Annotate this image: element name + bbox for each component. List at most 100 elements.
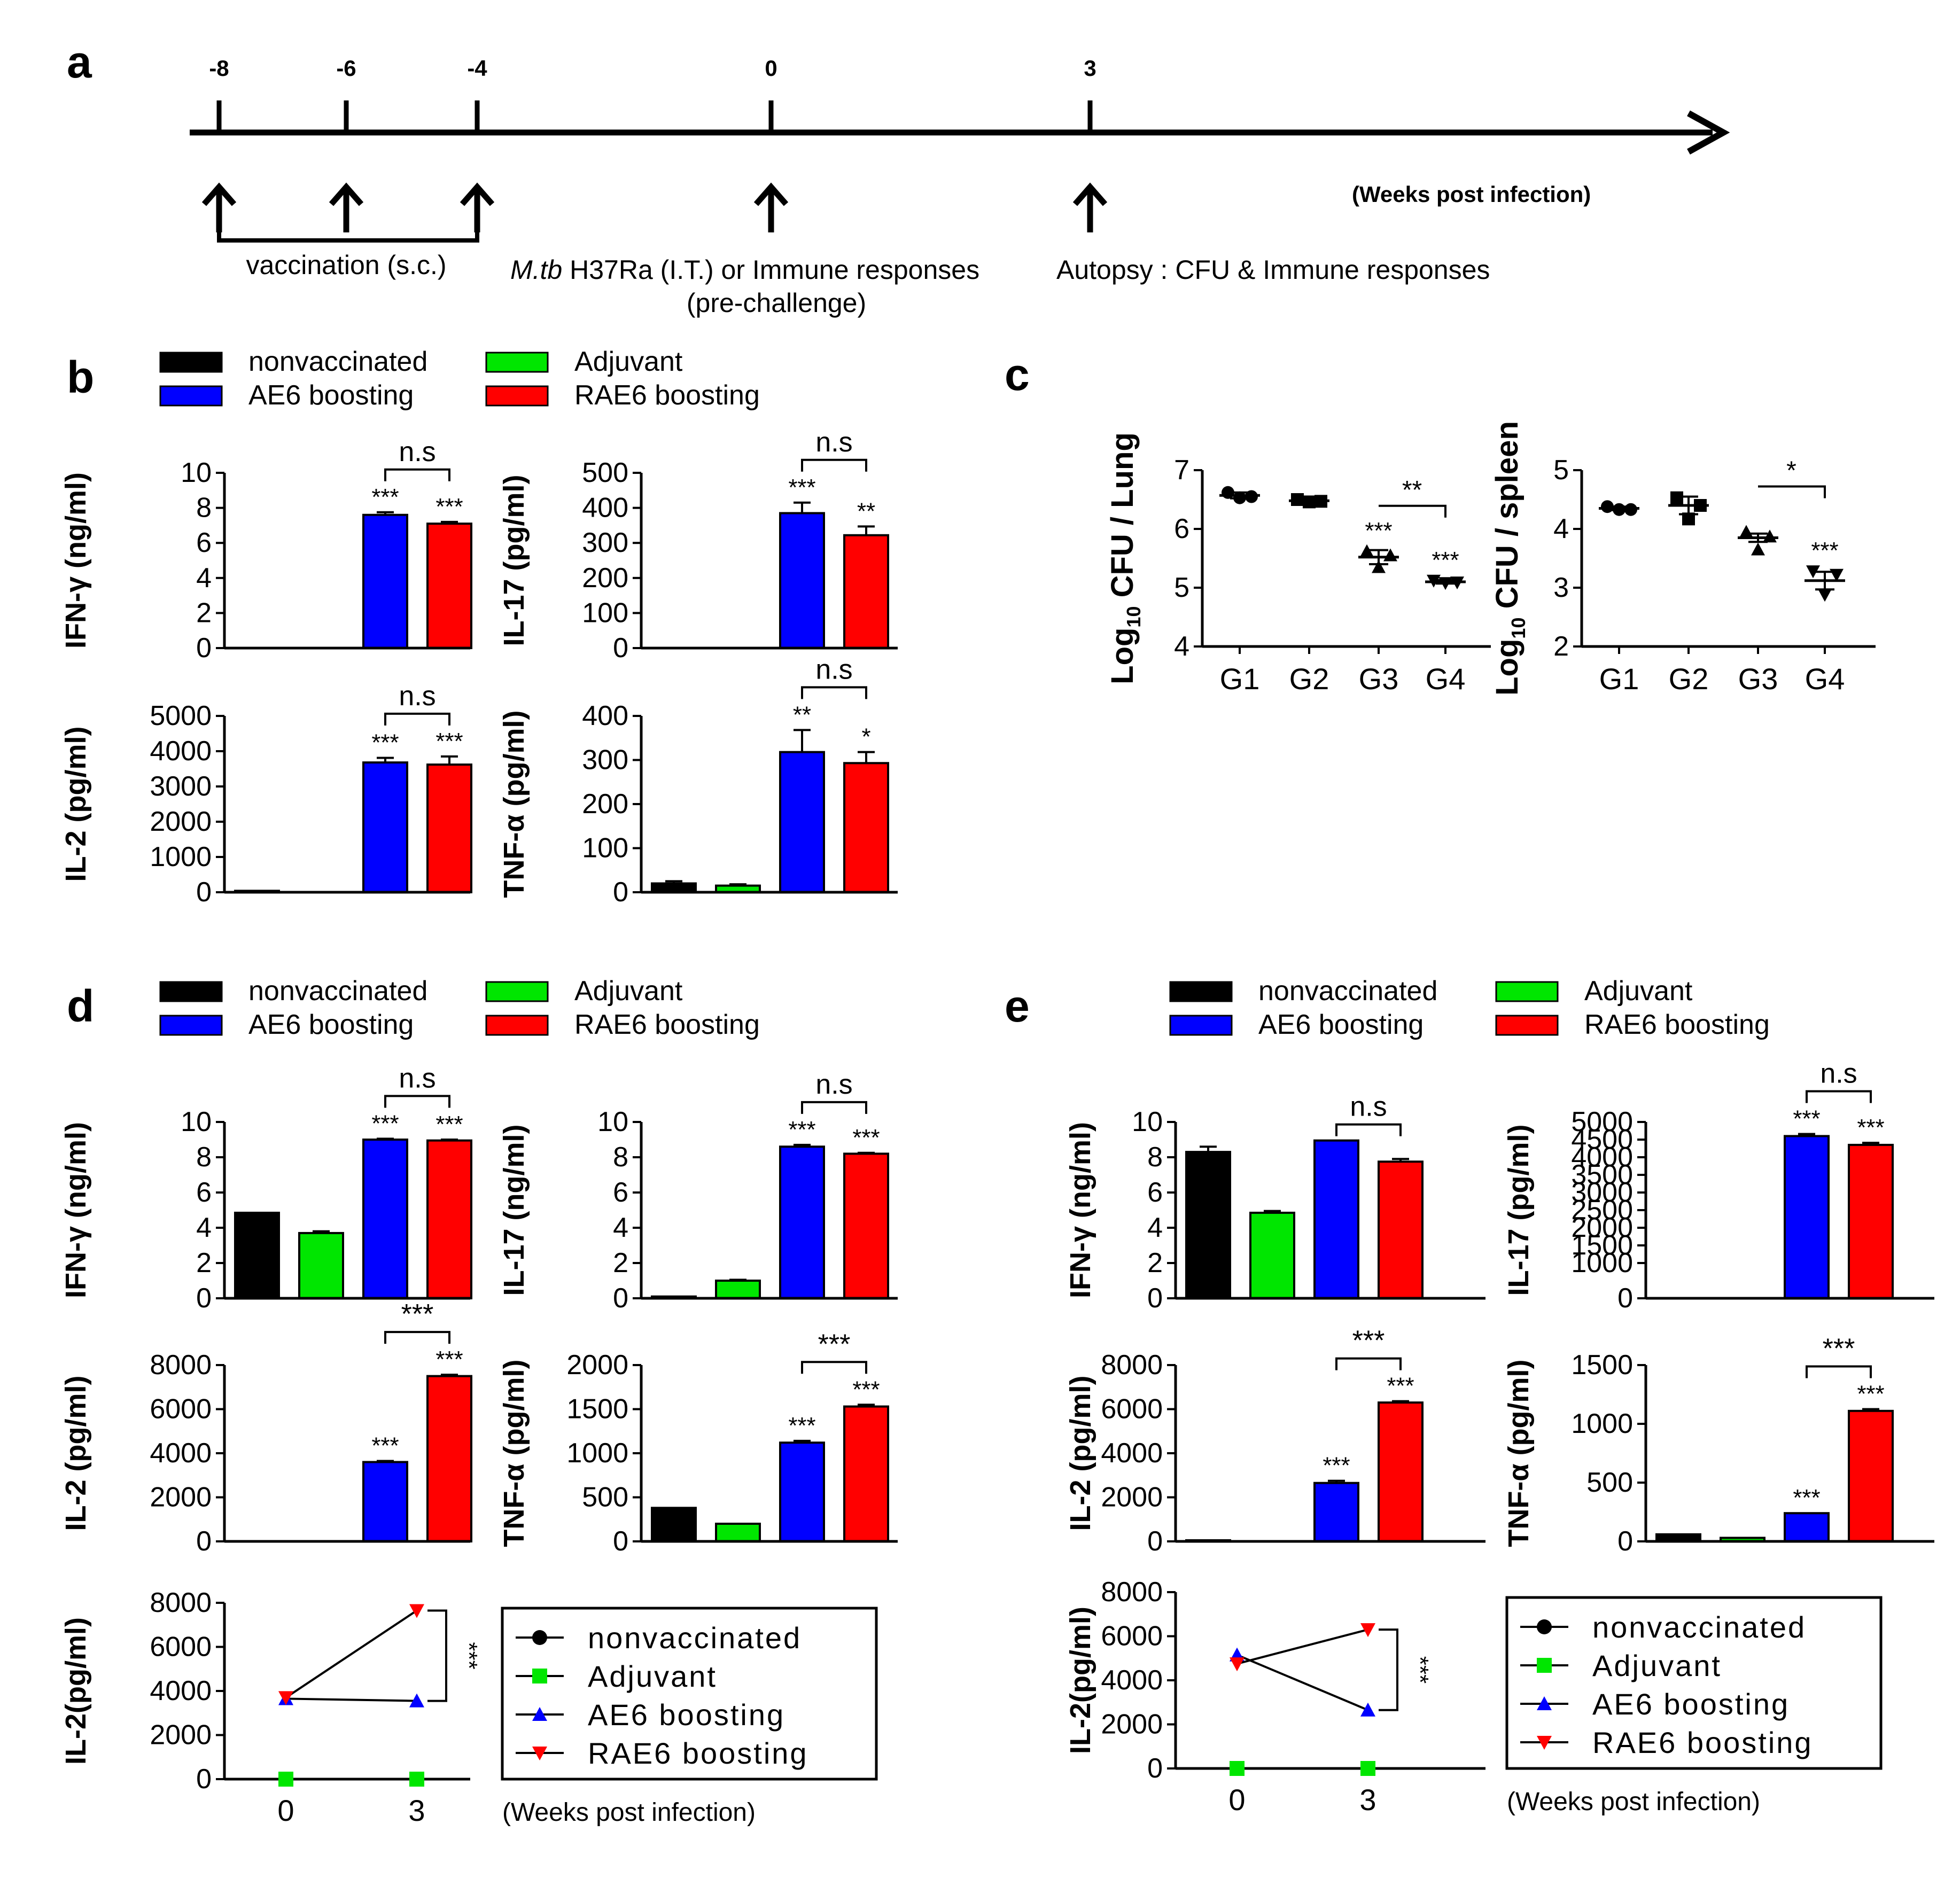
y-tick-label: 6000 <box>1101 1621 1163 1652</box>
significance-star: *** <box>1432 547 1459 573</box>
y-axis-label: Log10 CFU / Lung <box>1105 432 1145 684</box>
series-line <box>285 1697 417 1702</box>
bar-rae6-boosting <box>843 1405 889 1543</box>
y-tick-label: 0 <box>1147 1526 1163 1557</box>
ylabel-part: CFU / Lung <box>1105 432 1140 606</box>
legend-label: RAE6 boosting <box>574 1009 760 1040</box>
y-tick-label: 6 <box>196 527 212 558</box>
marker-nonvaccinated <box>532 1630 547 1645</box>
y-tick-label: 4 <box>1553 513 1569 544</box>
data-point <box>1222 486 1234 499</box>
legend-label: Adjuvant <box>1584 976 1693 1007</box>
y-tick-label: 2 <box>613 1248 628 1279</box>
data-point <box>1383 548 1397 562</box>
bar-rae6-boosting <box>426 763 472 893</box>
significance-star: ** <box>793 702 811 728</box>
y-tick-label: 2000 <box>150 1482 212 1513</box>
y-tick-label: 6 <box>196 1177 212 1208</box>
bracket-label: n.s <box>815 654 852 685</box>
y-tick-label: 3000 <box>150 771 212 802</box>
significance-bracket <box>427 1609 447 1702</box>
data-point <box>1315 495 1327 508</box>
marker-adjuvant <box>409 1772 424 1787</box>
legend-label: nonvaccinated <box>1592 1610 1806 1644</box>
marker-ae6 <box>1537 1696 1552 1710</box>
y-tick-label: 10 <box>181 1106 212 1137</box>
chart-e1: 0 2 4 6 8 10 n.s IFN-γ (ng/ml) <box>1064 1092 1485 1314</box>
bar-ae6-boosting <box>362 513 408 649</box>
legend-label: nonvaccinated <box>588 1621 802 1655</box>
chart-d5: 0 2000 4000 6000 8000 0 3 *** IL-2(pg/ml) nonvacc… <box>60 1587 878 1827</box>
significance-bracket <box>1758 485 1826 498</box>
data-point <box>1624 503 1637 516</box>
timeline-arrowhead <box>1687 110 1730 155</box>
legend-label: AE6 boosting <box>248 1009 414 1040</box>
ylabel-part: CFU / spleen <box>1490 421 1525 617</box>
timeline-tick-label: -6 <box>336 56 356 81</box>
significance-star: *** <box>435 1111 463 1137</box>
significance-star: *** <box>1857 1114 1884 1141</box>
bar-ae6-boosting <box>1784 1512 1830 1542</box>
legend-swatch <box>1169 1015 1233 1036</box>
significance-star: *** <box>435 1346 463 1373</box>
legend-label: Adjuvant <box>588 1659 717 1693</box>
significance-star: *** <box>1793 1105 1820 1132</box>
significance-bracket <box>801 1101 867 1114</box>
bar-ae6-boosting <box>362 1139 408 1299</box>
significance-bracket <box>1335 1123 1402 1136</box>
significance-star: *** <box>1323 1453 1350 1479</box>
legend-swatch <box>159 352 223 373</box>
data-point <box>1427 574 1441 588</box>
y-tick-label: 0 <box>1147 1283 1163 1314</box>
bar-rae6-boosting <box>843 762 889 894</box>
significance-star: *** <box>852 1376 880 1402</box>
y-tick-label: 7 <box>1174 455 1189 486</box>
y-tick-label: 200 <box>582 789 628 820</box>
timeline-event-arrowhead <box>201 182 237 206</box>
legend-swatch <box>485 981 549 1002</box>
data-point <box>1670 491 1683 504</box>
legend-swatch <box>159 385 223 407</box>
bar-rae6-boosting <box>426 1139 472 1299</box>
y-tick-label: 1000 <box>150 841 212 872</box>
challenge-rest: H37Ra (I.T.) or Immune responses <box>562 255 979 285</box>
y-tick-label: 8000 <box>150 1587 212 1618</box>
bracket-label: n.s <box>815 1069 852 1100</box>
marker-adjuvant <box>1360 1761 1375 1776</box>
y-axis-label: IL-2 (pg/ml) <box>60 727 92 882</box>
y-tick-label: 6000 <box>150 1394 212 1425</box>
bar-rae6-boosting <box>426 523 472 649</box>
significance-bracket <box>384 468 450 481</box>
y-tick-label: 2 <box>196 1248 212 1279</box>
y-axis-label: IFN-γ (ng/ml) <box>1064 1122 1096 1298</box>
x-tick-label: G4 <box>1805 662 1845 696</box>
y-axis-label: IL-2(pg/ml) <box>1064 1607 1096 1754</box>
y-tick-label: 10 <box>1132 1106 1163 1137</box>
autopsy-label: Autopsy : CFU & Immune responses <box>1056 255 1490 285</box>
significance-star: *** <box>435 728 463 754</box>
bar-adjuvant <box>1249 1211 1295 1299</box>
significance-bracket <box>1379 1628 1398 1711</box>
significance-star: *** <box>852 1125 880 1151</box>
y-axis-label: IFN-γ (ng/ml) <box>60 1122 92 1298</box>
y-tick-label: 4000 <box>150 1438 212 1469</box>
y-tick-label: 6 <box>1174 513 1189 544</box>
y-tick-label: 0 <box>613 1526 628 1557</box>
line-legend-box <box>501 1607 878 1781</box>
significance-star: * <box>861 724 870 750</box>
data-point <box>1233 491 1246 504</box>
data-point <box>1739 525 1753 538</box>
y-axis-label: IL-2 (pg/ml) <box>1064 1376 1096 1531</box>
y-tick-label: 8000 <box>1101 1350 1163 1381</box>
bracket-label: *** <box>456 1642 482 1669</box>
bracket-label: n.s <box>399 681 435 712</box>
y-tick-label: 500 <box>582 457 628 488</box>
y-tick-label: 4000 <box>1101 1438 1163 1469</box>
x-tick-label: G3 <box>1738 662 1778 696</box>
marker-rae6 <box>1230 1657 1245 1672</box>
data-point <box>1372 560 1386 573</box>
legend-label: Adjuvant <box>574 976 683 1007</box>
bracket-label: n.s <box>1820 1058 1857 1089</box>
